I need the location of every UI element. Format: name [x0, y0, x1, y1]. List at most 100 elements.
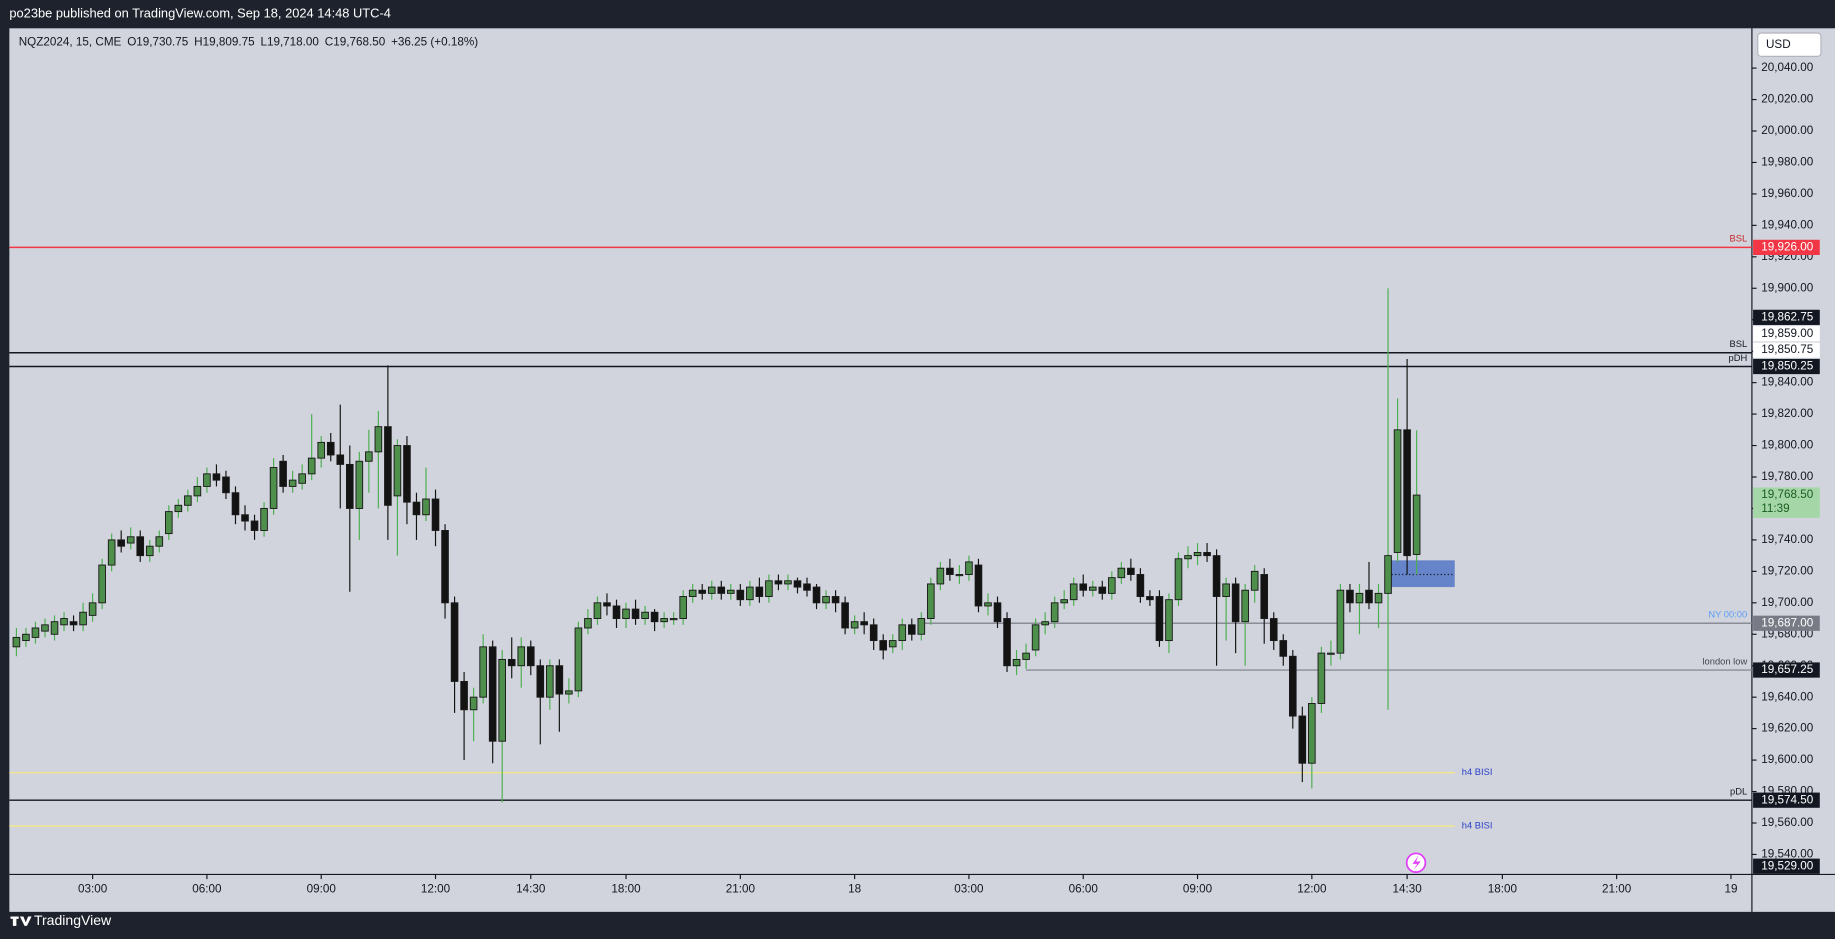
candle-body	[260, 507, 268, 531]
level-label: NY 00:00	[1708, 610, 1747, 620]
y-tick-label: 19,540.00	[1761, 848, 1813, 861]
candle-body	[279, 460, 287, 487]
candle-body	[517, 646, 526, 667]
candle-body	[1269, 618, 1278, 642]
candle-body	[126, 536, 135, 544]
price-label: 19,926.00	[1761, 240, 1813, 253]
y-tick-label: 19,960.00	[1761, 187, 1813, 200]
candle-body	[355, 460, 364, 509]
candle-body	[1098, 586, 1107, 594]
legend-item: NQZ2024, 15, CME	[19, 35, 122, 48]
candle-body	[1355, 592, 1364, 604]
candle-body	[1203, 552, 1211, 557]
candle-body	[1069, 583, 1078, 601]
candle-body	[507, 658, 516, 667]
price-label: 19,850.75	[1761, 343, 1813, 356]
candle-body	[1384, 555, 1392, 594]
level-label: BSL	[1730, 339, 1748, 349]
price-label: 19,768.50	[1761, 488, 1813, 501]
candle-body	[765, 580, 773, 597]
x-tick-label: 12:00	[1297, 883, 1327, 896]
y-tick-label: 19,700.00	[1761, 596, 1813, 609]
candle-body	[136, 536, 145, 557]
candle-body	[307, 457, 316, 475]
candle-body	[98, 564, 106, 604]
candle-body	[955, 574, 964, 577]
candle-body	[184, 495, 192, 506]
x-tick-label: 14:30	[516, 883, 546, 896]
candle-body	[193, 485, 202, 497]
level-label: pDL	[1730, 786, 1747, 796]
candle-body	[374, 426, 383, 453]
candle-body	[1403, 429, 1411, 557]
price-label-box	[1753, 615, 1820, 631]
price-label: 19,529.00	[1761, 859, 1813, 872]
candle-body	[1079, 583, 1088, 591]
candle-body	[965, 561, 973, 575]
candle-body	[69, 621, 78, 626]
candle-body	[1165, 599, 1173, 642]
candle-body	[1212, 555, 1221, 597]
y-tick-label: 19,940.00	[1761, 218, 1813, 231]
x-tick-label: 19	[1724, 883, 1737, 896]
candle-body	[631, 608, 640, 620]
y-tick-label: 19,900.00	[1761, 281, 1813, 294]
candle-body	[650, 611, 659, 623]
candle-body	[946, 567, 954, 575]
candle-body	[250, 520, 259, 531]
candle-body	[1184, 555, 1192, 560]
price-label-box	[1753, 342, 1820, 358]
candle-body	[612, 605, 621, 620]
candle-body	[384, 426, 392, 506]
candle-body	[622, 608, 630, 620]
candle-body	[936, 567, 945, 585]
level-label: h4 BISI	[1462, 767, 1493, 777]
y-tick-label: 19,780.00	[1761, 470, 1813, 483]
candle-body	[60, 618, 68, 626]
candle-body	[784, 580, 792, 585]
candle-body	[822, 596, 830, 604]
currency-button[interactable]	[1757, 32, 1822, 57]
candle-body	[1117, 567, 1126, 579]
y-tick-label: 19,800.00	[1761, 439, 1813, 452]
candle-body	[1231, 583, 1240, 623]
candle-body	[431, 498, 440, 531]
candle-body	[1127, 567, 1135, 575]
y-tick-label: 19,640.00	[1761, 690, 1813, 703]
x-tick-label: 03:00	[78, 883, 108, 896]
candle-body	[1374, 592, 1383, 604]
candle-body	[1136, 574, 1145, 597]
price-label: 19,657.25	[1761, 663, 1813, 676]
candle-body	[679, 596, 687, 620]
candle-body	[469, 696, 478, 711]
candle-body	[1041, 621, 1049, 626]
currency-label[interactable]: USD	[1766, 38, 1791, 51]
candle-body	[660, 618, 668, 623]
candle-body	[298, 473, 306, 484]
x-tick-label: 09:00	[1183, 883, 1213, 896]
candle-body	[88, 602, 97, 616]
candle-body	[212, 473, 221, 481]
level-label: h4 BISI	[1462, 821, 1493, 831]
candle-body	[1317, 652, 1326, 704]
x-tick-label: 12:00	[421, 883, 451, 896]
price-label: 19,574.50	[1761, 793, 1813, 806]
price-label-box	[1753, 792, 1820, 808]
x-tick-label: 18:00	[611, 883, 641, 896]
candle-body	[488, 646, 497, 742]
candle-body	[117, 539, 125, 547]
candle-body	[984, 602, 992, 607]
candle-body	[1060, 599, 1068, 604]
price-label-box	[1753, 487, 1820, 518]
candle-body	[727, 589, 735, 594]
y-tick-label: 19,840.00	[1761, 376, 1813, 389]
x-tick-label: 03:00	[954, 883, 984, 896]
candle-body	[22, 633, 30, 642]
candle-body	[1327, 652, 1335, 655]
price-label-box	[1753, 662, 1820, 678]
candle-body	[1031, 624, 1040, 651]
candle-body	[707, 586, 716, 594]
candle-body	[155, 536, 164, 547]
candle-body	[222, 476, 230, 494]
